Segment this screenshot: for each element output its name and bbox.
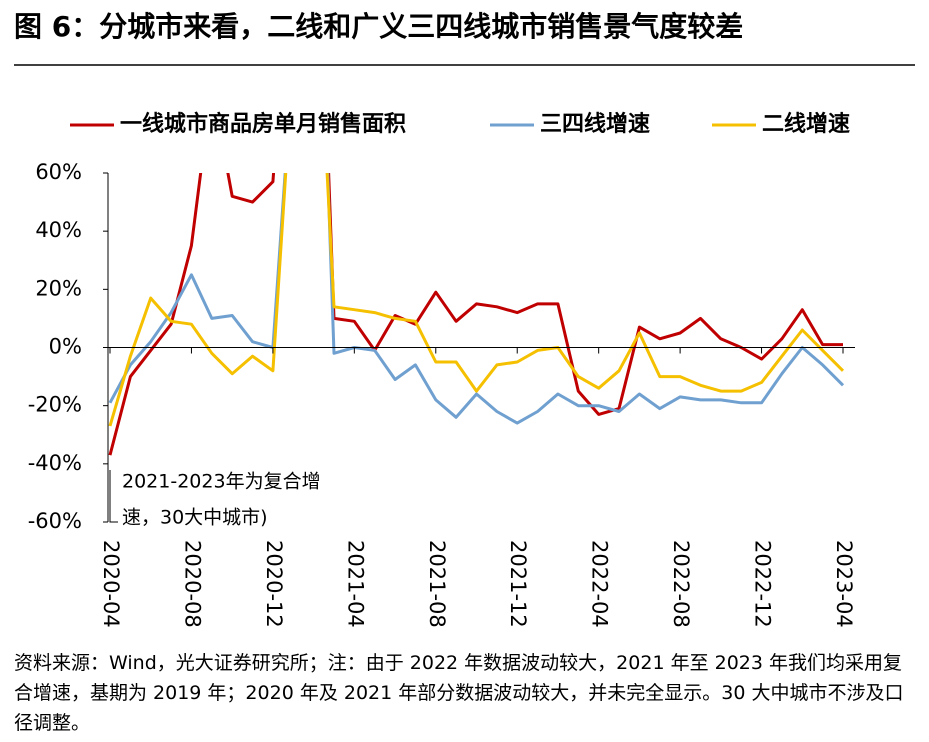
annotation: 2021-2023年为复合增 — [122, 471, 321, 493]
series-line — [108, 173, 845, 425]
plot — [108, 173, 845, 456]
chart-title: 图 6：分城市来看，二线和广义三四线城市销售景气度较差 — [14, 10, 743, 43]
x-tick-label: 2023-04 — [832, 540, 856, 628]
x-tick-label: 2022-04 — [588, 540, 612, 628]
y-tick-label: -20% — [28, 393, 82, 417]
y-tick-label: 60% — [35, 160, 82, 184]
y-tick-label: 0% — [49, 335, 82, 359]
x-tick-label: 2021-08 — [425, 540, 449, 628]
y-tick-label: -40% — [28, 451, 82, 475]
legend-label: 三四线增速 — [540, 111, 650, 137]
y-tick-label: 20% — [35, 276, 82, 300]
x-tick-label: 2020-04 — [99, 540, 123, 628]
x-tick-label: 2021-12 — [506, 540, 530, 628]
x-tick-label: 2022-12 — [751, 540, 775, 628]
y-tick-label: 40% — [35, 218, 82, 242]
y-tick-label: -60% — [28, 509, 82, 533]
legend-label: 一线城市商品房单月销售面积 — [120, 111, 406, 137]
x-tick-label: 2020-08 — [180, 540, 204, 628]
x-tick-label: 2021-04 — [343, 540, 367, 628]
legend-label: 二线增速 — [762, 111, 850, 137]
series-line — [108, 173, 845, 427]
annotation: 速，30大中城市) — [122, 507, 268, 529]
source-note: 资料来源：Wind，光大证券研究所；注：由于 2022 年数据波动较大，2021… — [14, 652, 904, 734]
series-line — [108, 173, 843, 456]
x-tick-label: 2022-08 — [669, 540, 693, 628]
x-tick-label: 2020-12 — [262, 540, 286, 628]
annotation-bracket — [109, 470, 118, 523]
